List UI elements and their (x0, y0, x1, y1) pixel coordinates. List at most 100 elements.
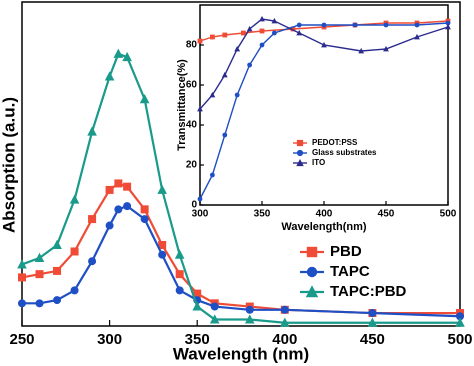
x-tick-label: 300 (97, 331, 122, 348)
x-tick-label: 500 (447, 331, 472, 348)
legend-label: TAPC (330, 263, 370, 280)
legend-label: TAPC:PBD (330, 283, 407, 300)
plot-frame (199, 4, 449, 206)
marker (52, 239, 62, 249)
legend-marker (305, 285, 319, 298)
marker (321, 22, 327, 28)
marker (272, 30, 277, 36)
marker (456, 312, 464, 321)
marker (244, 314, 255, 324)
marker (113, 48, 124, 58)
marker (222, 132, 228, 138)
x-axis-label: Wavelength (nm) (173, 344, 309, 363)
marker (140, 215, 149, 224)
marker (259, 28, 265, 34)
x-tick-label: 350 (185, 331, 210, 348)
marker (414, 22, 420, 28)
marker (271, 17, 278, 24)
x-tick-label: 450 (378, 209, 395, 220)
marker (445, 23, 451, 30)
y-tick-label: 20 (186, 160, 198, 171)
marker (280, 317, 290, 327)
marker (280, 305, 289, 314)
marker (222, 32, 228, 38)
marker (104, 71, 115, 81)
marker (241, 30, 246, 36)
marker (88, 257, 97, 266)
marker (197, 105, 203, 112)
marker (174, 249, 185, 259)
marker (383, 22, 389, 28)
x-tick-label: 350 (254, 209, 271, 220)
marker (53, 266, 62, 275)
marker (175, 270, 184, 279)
marker (197, 196, 203, 202)
marker (70, 286, 79, 295)
legend-label: PBD (330, 243, 362, 260)
marker (197, 38, 203, 44)
marker (158, 241, 167, 249)
marker (445, 20, 451, 26)
marker (259, 15, 265, 22)
marker (17, 259, 27, 269)
marker (296, 29, 303, 36)
marker (18, 299, 26, 308)
marker (383, 45, 389, 52)
marker (105, 221, 114, 230)
marker (210, 302, 219, 311)
y-axis-label: Absorption (a.u.) (0, 97, 18, 233)
marker (368, 309, 377, 318)
legend-marker (306, 266, 318, 278)
marker (88, 215, 97, 224)
marker (105, 185, 114, 194)
marker (34, 252, 45, 262)
marker (158, 250, 167, 259)
y-axis-label: Transmittance(%) (176, 59, 188, 151)
marker (139, 94, 150, 104)
marker (122, 51, 132, 62)
x-tick-label: 450 (360, 331, 385, 348)
marker (209, 314, 220, 324)
marker (358, 47, 365, 54)
marker (209, 91, 216, 98)
marker (114, 179, 123, 188)
marker (234, 45, 241, 52)
marker (192, 301, 202, 311)
marker (221, 71, 228, 78)
y-tick-label: 60 (186, 80, 198, 91)
x-tick-label: 300 (192, 209, 209, 220)
marker (321, 41, 327, 48)
marker (193, 289, 202, 298)
marker (296, 22, 302, 28)
marker (352, 22, 358, 28)
marker (18, 273, 26, 282)
marker (114, 205, 123, 214)
x-tick-label: 250 (9, 331, 34, 348)
marker (123, 202, 132, 211)
marker (87, 126, 97, 136)
marker (414, 33, 420, 40)
marker (210, 172, 215, 178)
marker (35, 270, 44, 279)
legend-marker (296, 139, 304, 147)
marker (245, 305, 254, 314)
marker (259, 42, 265, 48)
y-tick-label: 80 (186, 40, 198, 51)
legend-marker (296, 158, 304, 167)
x-axis-label: Wavelength(nm) (281, 221, 366, 233)
marker (290, 26, 296, 32)
legend-label: ITO (312, 158, 325, 167)
x-tick-label: 400 (316, 209, 333, 220)
marker (367, 317, 378, 327)
marker (246, 25, 253, 32)
marker (70, 247, 79, 256)
marker (234, 92, 240, 98)
legend-marker (306, 246, 318, 258)
marker (140, 205, 149, 214)
y-tick-label: 0 (191, 200, 197, 211)
plot-frame (21, 1, 461, 327)
legend-label: PEDOT:PSS (312, 138, 358, 147)
legend-marker (296, 149, 304, 157)
marker (455, 317, 465, 327)
